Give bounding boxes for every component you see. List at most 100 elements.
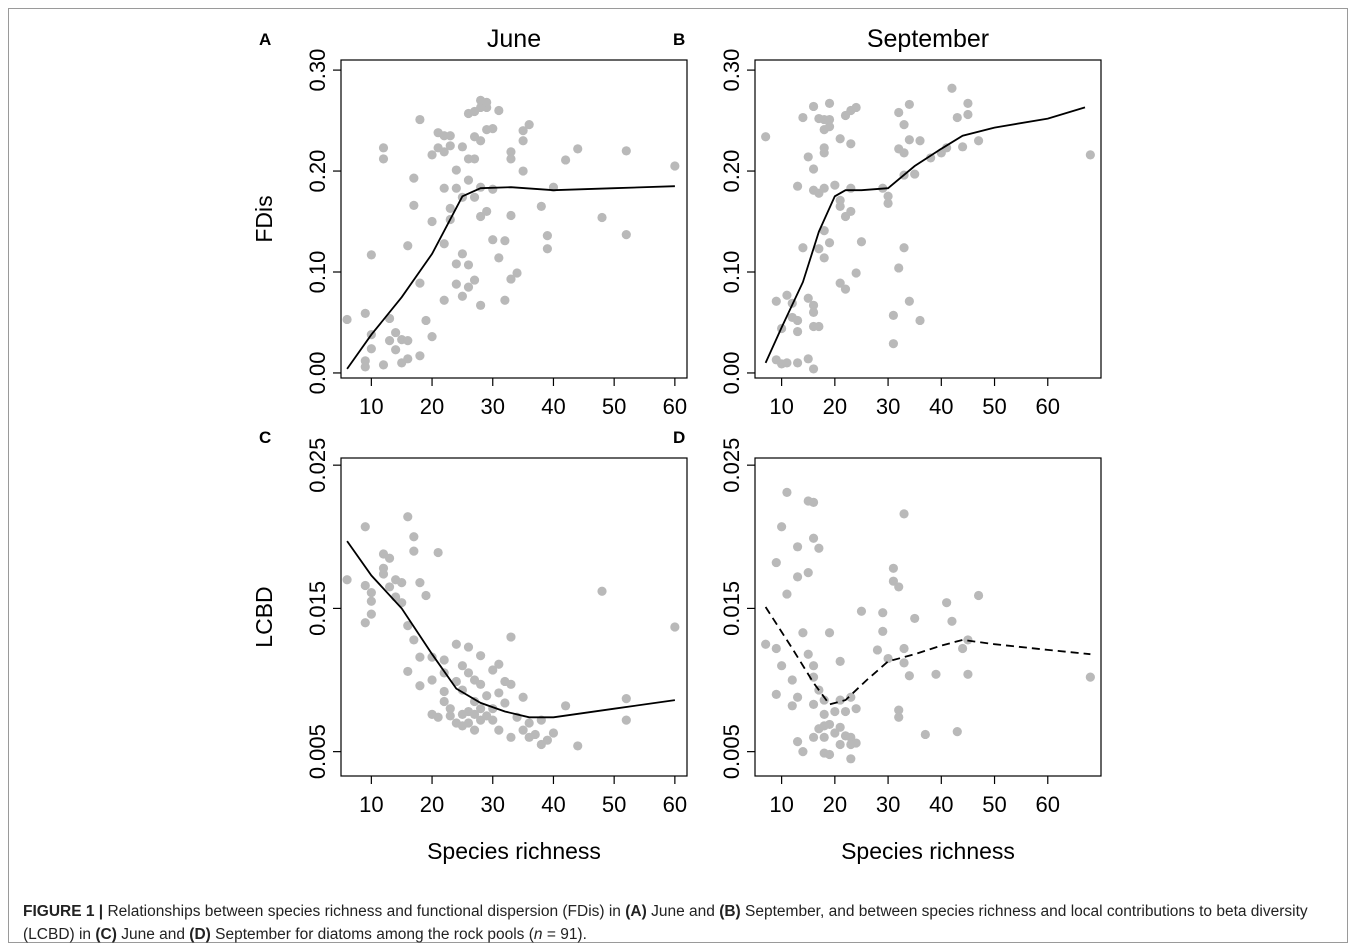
panel-c-data-point — [506, 632, 516, 642]
panel-c-xtick-label: 10 — [359, 792, 383, 817]
panel-b-data-point — [798, 243, 808, 253]
panel-b-data-point — [792, 181, 803, 191]
caption-text-6: = 91). — [542, 926, 587, 943]
panel-b-data-point — [824, 98, 835, 109]
panel-c-data-point — [494, 688, 504, 698]
panel-c-data-point — [384, 582, 395, 592]
panel-a-data-point — [439, 147, 449, 157]
panel-d-data-point — [803, 649, 813, 659]
panel-d-data-point — [840, 706, 851, 717]
panel-a-data-point — [451, 183, 461, 193]
panel-a-data-point — [542, 231, 552, 241]
panel-c-data-point — [488, 665, 498, 675]
panel-c-data-point — [469, 709, 480, 720]
panel-b-data-point — [894, 107, 904, 118]
panel-b-data-point — [835, 195, 845, 205]
panel-b-data-point — [824, 114, 835, 125]
panel-a-data-point — [378, 154, 389, 164]
panel-a-data-point — [488, 184, 498, 194]
panel-c-data-point — [366, 609, 376, 619]
panel-c-data-point — [445, 704, 455, 714]
panel-d-data-point — [835, 722, 845, 732]
panel-a-data-point — [670, 161, 680, 171]
panel-a-data-point — [439, 239, 449, 249]
panel-c-ytick-label: 0.015 — [305, 581, 330, 636]
panel-c-frame — [340, 457, 688, 777]
panel-a-data-point — [518, 166, 528, 176]
panel-d-data-point — [856, 606, 867, 616]
panel-d-data-point — [835, 656, 845, 667]
panel-a-data-point — [524, 120, 534, 130]
panel-b-fit-line — [764, 106, 1086, 364]
panel-c-data-point — [366, 588, 376, 598]
panel-a-letter: A — [259, 30, 271, 49]
panel-a-data-point — [463, 175, 474, 185]
panel-c-data-point — [524, 718, 534, 728]
panel-c-data-point — [463, 718, 474, 728]
panel-b-data-point — [963, 109, 973, 120]
panel-a-data-point — [463, 260, 474, 270]
panel-a-data-point — [360, 308, 370, 318]
panel-a-data-point — [506, 274, 516, 284]
panel-b-data-point — [819, 183, 829, 193]
panel-a-data-point — [476, 211, 486, 222]
panel-d-data-point — [878, 626, 888, 636]
panel-c-data-point — [403, 666, 413, 677]
panel-c-data-point — [409, 635, 419, 645]
panel-a-data-point — [597, 212, 607, 223]
panel-d-xtick-label: 20 — [823, 792, 847, 817]
panel-d-data-point — [777, 522, 787, 532]
panel-c-data-point — [518, 692, 528, 702]
panel-a-data-point — [469, 192, 480, 202]
panel-d-fit-line — [764, 606, 1091, 706]
panel-b-data-point — [963, 98, 973, 109]
panel-c-data-point — [451, 639, 461, 649]
panel-c-data-point — [439, 696, 449, 707]
panel-b-data-point — [883, 198, 893, 208]
panel-a-data-point — [482, 97, 492, 107]
panel-a-data-point — [500, 295, 510, 305]
panel-b-data-point — [915, 315, 925, 326]
panel-d-frame — [754, 457, 1102, 777]
panel-a-data-point — [391, 345, 401, 355]
panel-c-data-point — [548, 728, 559, 738]
panel-b-data-point — [899, 243, 909, 253]
panel-d-data-point — [1085, 672, 1095, 682]
panel-d-data-point — [904, 671, 914, 681]
panel-d-data-point — [819, 732, 829, 742]
panel-b-data-point — [915, 136, 925, 146]
panel-b-data-point — [856, 237, 867, 247]
panel-a-data-point — [451, 279, 461, 289]
panel-b-data-point — [798, 112, 808, 123]
panel-c-letter: C — [259, 428, 271, 447]
panel-c-data-point — [560, 701, 571, 711]
panel-b-data-point — [1085, 150, 1095, 160]
panel-d-data-point — [894, 705, 904, 715]
panel-d-data-point — [819, 709, 829, 720]
panel-d-ytick-label: 0.025 — [719, 438, 744, 493]
panel-b-ytick-label: 0.10 — [719, 251, 744, 294]
panel-c-fit-line — [346, 540, 676, 719]
panel-b-data-point — [835, 134, 845, 144]
panel-b-data-point — [846, 183, 856, 193]
panel-c-data-point — [427, 675, 437, 685]
panel-b-data-point — [761, 132, 771, 142]
panel-c-data-point — [488, 715, 498, 725]
panel-c-data-point — [378, 569, 389, 579]
panel-c-data-point — [482, 691, 492, 701]
panel-d-data-point — [787, 675, 797, 685]
panel-d-data-point — [771, 557, 781, 568]
panel-a-data-point — [542, 244, 552, 254]
panel-c-data-point — [573, 741, 583, 751]
panel-b-data-point — [819, 143, 829, 153]
panel-a-data-point — [409, 200, 419, 210]
panel-c-ylabel: LCBD — [251, 586, 277, 647]
panel-c-data-point — [409, 532, 419, 542]
panel-b-data-point — [973, 136, 984, 146]
panel-d-data-point — [808, 699, 819, 709]
panel-b-xtick-label: 40 — [929, 394, 953, 419]
panel-d-data-point — [920, 729, 930, 740]
panel-a-data-point — [427, 150, 437, 160]
panel-c-data-point — [542, 735, 552, 745]
panel-b-data-point — [808, 164, 819, 174]
